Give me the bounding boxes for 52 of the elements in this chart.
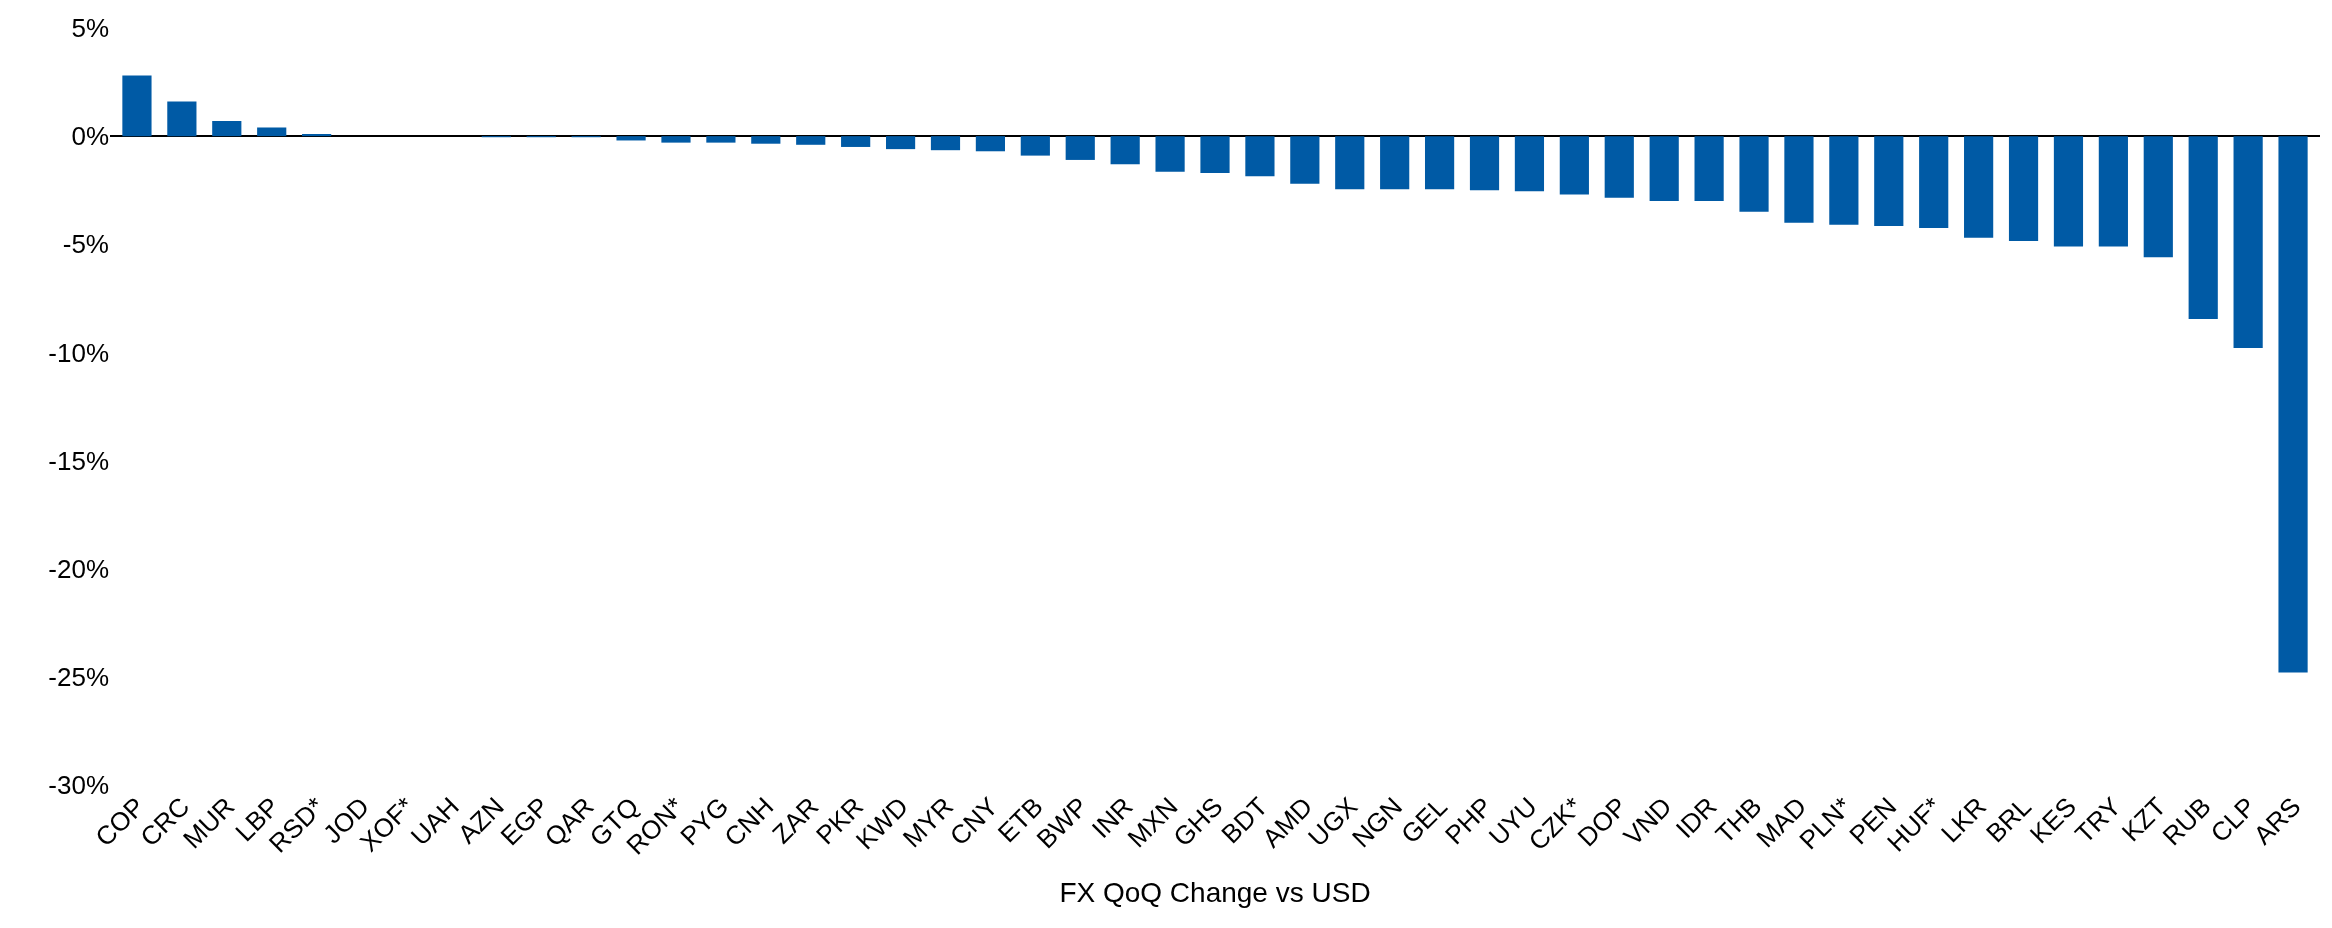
bar	[1514, 136, 1545, 192]
y-tick-label: -20%	[48, 553, 109, 584]
bar	[841, 136, 871, 147]
y-tick-label: -15%	[48, 445, 109, 476]
bar	[1829, 136, 1859, 225]
bar	[706, 136, 736, 143]
y-tick-label: 5%	[71, 13, 109, 44]
bar	[212, 121, 242, 137]
bar	[2188, 136, 2218, 319]
bar	[2098, 136, 2128, 247]
bar	[2143, 136, 2173, 258]
bar	[1469, 136, 1500, 191]
bar	[122, 75, 152, 137]
bar	[1380, 136, 1410, 190]
bar	[2053, 136, 2084, 247]
bar	[1739, 136, 1769, 212]
bar	[1649, 136, 1679, 202]
bar	[1065, 136, 1095, 160]
bar	[1155, 136, 1185, 172]
bar	[167, 101, 197, 137]
bar	[1200, 136, 1230, 173]
bar	[1919, 136, 1949, 229]
y-tick-label: -25%	[48, 661, 109, 692]
bar	[661, 136, 691, 143]
bar	[1290, 136, 1320, 184]
bar	[2008, 136, 2039, 242]
y-tick-label: -5%	[62, 229, 109, 260]
y-tick-label: 0%	[71, 121, 109, 152]
bar	[302, 133, 332, 137]
y-tick-label: -30%	[48, 770, 109, 801]
bar	[1604, 136, 1634, 198]
bar	[257, 127, 287, 137]
bar	[1874, 136, 1904, 226]
bar	[1245, 136, 1275, 177]
bar	[751, 136, 781, 144]
bar	[616, 136, 646, 141]
bar	[796, 136, 826, 145]
bar	[1110, 136, 1140, 165]
y-tick-label: -10%	[48, 337, 109, 368]
bar	[1020, 136, 1050, 156]
bar	[1964, 136, 1994, 238]
bar	[2233, 136, 2263, 349]
bar	[1784, 136, 1814, 223]
bar	[885, 136, 916, 150]
bar	[1694, 136, 1724, 202]
bar	[1335, 136, 1365, 190]
x-axis-title: FX QoQ Change vs USD	[1059, 876, 1371, 908]
bar	[975, 136, 1006, 152]
bar	[1559, 136, 1589, 195]
bar	[2278, 136, 2308, 673]
bar	[1424, 136, 1455, 190]
bar	[930, 136, 961, 151]
